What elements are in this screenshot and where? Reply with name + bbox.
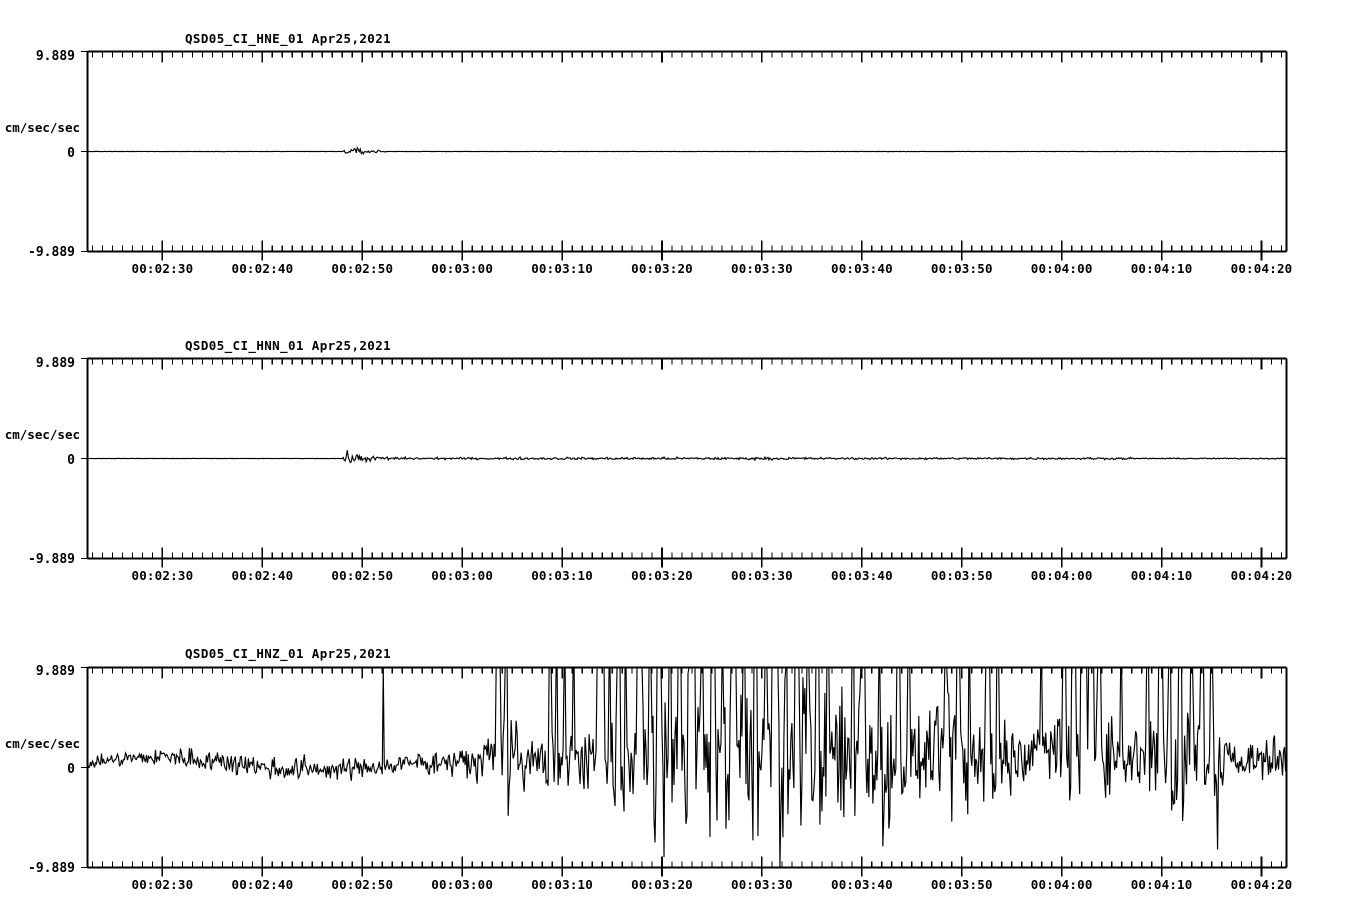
xtick-label: 00:03:40 — [831, 261, 893, 276]
panel-hne-xtick-labels: 00:02:30 00:02:40 00:02:50 00:03:00 00:03:10… — [131, 261, 1292, 276]
panel-hnn-bottom-ticks — [91, 547, 1283, 568]
xtick-label: 00:03:30 — [731, 877, 793, 892]
xtick-label: 00:03:30 — [731, 568, 793, 583]
panel-hnz-ymax-label: 9.889 — [36, 664, 75, 679]
panel-hne-ymax-label: 9.889 — [36, 49, 75, 64]
panel-hnz-ymin-label: -9.889 — [28, 861, 75, 876]
xtick-label: 00:04:10 — [1131, 568, 1193, 583]
panel-hne: QSD05_CI_HNE_01 Apr25,2021 9.889 cm/sec/… — [0, 0, 1358, 300]
panel-hnn-ymax-label: 9.889 — [36, 356, 75, 371]
panel-hne-yzero-label: 0 — [67, 146, 75, 161]
xtick-label: 00:03:00 — [431, 877, 493, 892]
panel-hnn-title: QSD05_CI_HNN_01 Apr25,2021 — [185, 338, 391, 354]
xtick-label: 00:03:10 — [531, 877, 593, 892]
xtick-label: 00:04:00 — [1031, 877, 1093, 892]
xtick-label: 00:03:20 — [631, 877, 693, 892]
panel-hne-top-ticks — [91, 51, 1283, 63]
xtick-label: 00:02:30 — [131, 261, 193, 276]
panel-hnz-yaxis-label: cm/sec/sec — [5, 736, 80, 751]
panel-hnn-top-ticks — [91, 358, 1283, 370]
xtick-label: 00:02:50 — [331, 877, 393, 892]
xtick-label: 00:03:00 — [431, 568, 493, 583]
panel-hne-yaxis-label: cm/sec/sec — [5, 120, 80, 135]
xtick-label: 00:03:10 — [531, 568, 593, 583]
xtick-label: 00:02:40 — [231, 568, 293, 583]
xtick-label: 00:02:40 — [231, 261, 293, 276]
panel-hne-yticks — [81, 50, 88, 253]
panel-hnn-plot: QSD05_CI_HNN_01 Apr25,2021 9.889 cm/sec/… — [5, 338, 1292, 583]
xtick-label: 00:03:40 — [831, 568, 893, 583]
xtick-label: 00:03:10 — [531, 261, 593, 276]
panel-hnn: QSD05_CI_HNN_01 Apr25,2021 9.889 cm/sec/… — [0, 307, 1358, 607]
panel-hnn-ymin-label: -9.889 — [28, 552, 75, 567]
panel-hne-trace — [87, 146, 1287, 156]
xtick-label: 00:04:00 — [1031, 261, 1093, 276]
panel-hnz-xtick-labels: 00:02:30 00:02:40 00:02:50 00:03:00 00:03:10… — [131, 877, 1292, 892]
xtick-label: 00:03:40 — [831, 877, 893, 892]
xtick-label: 00:02:40 — [231, 877, 293, 892]
xtick-label: 00:04:20 — [1231, 261, 1293, 276]
panel-hnn-trace — [87, 450, 1287, 464]
xtick-label: 00:03:00 — [431, 261, 493, 276]
xtick-label: 00:02:50 — [331, 568, 393, 583]
xtick-label: 00:04:20 — [1231, 568, 1293, 583]
xtick-label: 00:02:30 — [131, 877, 193, 892]
panel-hnn-yticks — [81, 357, 88, 560]
panel-hne-plot: QSD05_CI_HNE_01 Apr25,2021 9.889 cm/sec/… — [5, 31, 1292, 276]
xtick-label: 00:02:30 — [131, 568, 193, 583]
panel-hnz-top-ticks — [91, 667, 1283, 679]
panel-hnz-yticks — [81, 666, 88, 869]
panel-hnz-plot: QSD05_CI_HNZ_01 Apr25,2021 9.889 cm/sec/… — [5, 646, 1292, 892]
xtick-label: 00:04:00 — [1031, 568, 1093, 583]
xtick-label: 00:02:50 — [331, 261, 393, 276]
panel-hnn-yaxis-label: cm/sec/sec — [5, 427, 80, 442]
panel-hnn-xtick-labels: 00:02:30 00:02:40 00:02:50 00:03:00 00:03:10… — [131, 568, 1292, 583]
panel-hnz-title: QSD05_CI_HNZ_01 Apr25,2021 — [185, 646, 391, 662]
panel-hne-ymin-label: -9.889 — [28, 245, 75, 260]
panel-hnn-yzero-label: 0 — [67, 453, 75, 468]
panel-hnz-yzero-label: 0 — [67, 762, 75, 777]
xtick-label: 00:03:20 — [631, 261, 693, 276]
panel-hnz-trace — [86, 666, 1288, 868]
panel-hne-bottom-ticks — [91, 240, 1283, 261]
xtick-label: 00:03:20 — [631, 568, 693, 583]
xtick-label: 00:03:30 — [731, 261, 793, 276]
xtick-label: 00:04:10 — [1131, 877, 1193, 892]
xtick-label: 00:04:10 — [1131, 261, 1193, 276]
xtick-label: 00:03:50 — [931, 261, 993, 276]
xtick-label: 00:04:20 — [1231, 877, 1293, 892]
panel-hnz: QSD05_CI_HNZ_01 Apr25,2021 9.889 cm/sec/… — [0, 615, 1358, 924]
panel-hne-title: QSD05_CI_HNE_01 Apr25,2021 — [185, 31, 391, 47]
xtick-label: 00:03:50 — [931, 877, 993, 892]
xtick-label: 00:03:50 — [931, 568, 993, 583]
panel-hnz-bottom-ticks — [91, 856, 1283, 877]
